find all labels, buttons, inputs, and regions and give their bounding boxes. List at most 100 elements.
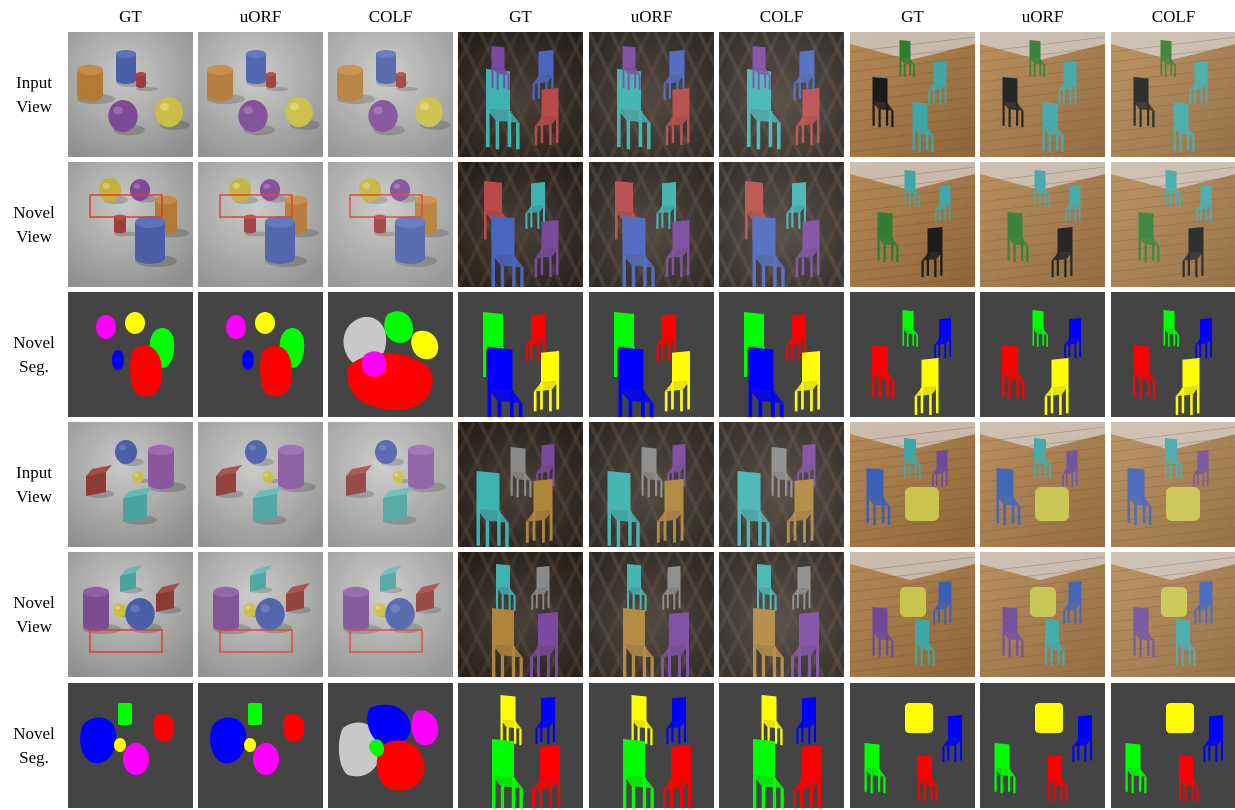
seg-yellow bbox=[631, 695, 653, 746]
floor-pattern bbox=[719, 32, 737, 70]
seg-yellow bbox=[1044, 358, 1069, 415]
figure-cell-clevr-view bbox=[68, 162, 193, 287]
highlight-box bbox=[349, 629, 423, 653]
figure-cell-room-view bbox=[1111, 422, 1235, 547]
gray-chair bbox=[792, 566, 811, 610]
seg-yellow bbox=[114, 738, 126, 752]
figure-cell-clevr-view bbox=[328, 32, 453, 157]
floor-pattern bbox=[458, 32, 476, 70]
row-label-line2: View bbox=[16, 96, 52, 116]
figure-cell-clevr-seg bbox=[198, 683, 323, 808]
seg-blue bbox=[934, 318, 951, 359]
seg-yellow bbox=[244, 738, 256, 752]
row-label-line2: View bbox=[16, 616, 52, 636]
seg-magenta bbox=[123, 743, 149, 775]
green-chair bbox=[1160, 40, 1176, 77]
figure-cell-chairs-view bbox=[719, 552, 844, 677]
floor-pattern bbox=[589, 552, 607, 590]
green-chair bbox=[899, 40, 915, 77]
floor-pattern bbox=[697, 511, 714, 547]
floor-pattern bbox=[719, 162, 737, 200]
teal-chair bbox=[915, 619, 935, 666]
room-wall bbox=[1111, 32, 1235, 60]
floor-plank bbox=[1111, 36, 1235, 53]
floor-plank bbox=[1111, 66, 1235, 83]
floor-plank bbox=[850, 216, 975, 233]
render-blur-overlay bbox=[589, 552, 714, 677]
purple-chair bbox=[536, 444, 555, 488]
floor-pattern bbox=[589, 162, 651, 287]
yellow-armchair bbox=[900, 587, 926, 617]
seg-gray bbox=[338, 722, 381, 777]
seg-green bbox=[1163, 310, 1179, 347]
purple-sphere bbox=[238, 100, 275, 136]
floor-pattern bbox=[589, 32, 607, 70]
floor-plank bbox=[980, 516, 1105, 533]
floor-pattern bbox=[458, 422, 498, 506]
figure-cell-clevr-seg bbox=[68, 292, 193, 417]
render-blur-overlay bbox=[328, 32, 453, 157]
render-blur-overlay bbox=[198, 552, 323, 677]
floor-pattern bbox=[566, 32, 583, 68]
floor-plank bbox=[1111, 626, 1235, 643]
highlight-box bbox=[219, 194, 293, 218]
seg-green bbox=[753, 739, 784, 808]
seg-yellow bbox=[500, 695, 522, 746]
orange-cylinder bbox=[207, 64, 245, 105]
render-blur-overlay bbox=[1111, 422, 1235, 547]
floor-plank bbox=[888, 276, 975, 287]
floor-plank bbox=[850, 226, 975, 243]
black-chair bbox=[872, 77, 894, 128]
row-label-line1: Novel bbox=[13, 202, 55, 222]
floor-plank bbox=[1111, 196, 1235, 213]
figure-cell-room-view bbox=[850, 162, 975, 287]
seg-blue bbox=[1203, 715, 1223, 762]
floor-pattern bbox=[458, 203, 498, 287]
seg-background bbox=[1111, 292, 1235, 417]
seg-yellow bbox=[1035, 703, 1063, 733]
floor-pattern bbox=[566, 121, 583, 157]
blue-chair bbox=[752, 216, 785, 287]
teal-cube bbox=[383, 487, 417, 525]
seg-blue bbox=[942, 715, 962, 762]
floor-plank bbox=[980, 86, 1105, 103]
orange-chair bbox=[492, 608, 523, 677]
row-label-2: Novel Seg. bbox=[0, 331, 68, 379]
red-cube bbox=[346, 465, 374, 498]
seg-blue bbox=[748, 347, 784, 417]
black-chair bbox=[1002, 77, 1024, 128]
yellow-sphere bbox=[228, 178, 258, 204]
floor-plank bbox=[980, 556, 1105, 573]
floor-pattern bbox=[589, 509, 607, 547]
column-header-1: uORF bbox=[239, 7, 282, 26]
floor-pattern bbox=[589, 422, 607, 460]
seg-background bbox=[458, 292, 583, 417]
floor-plank bbox=[850, 626, 975, 643]
seg-blue bbox=[535, 697, 555, 744]
floor-pattern bbox=[589, 249, 607, 287]
seg-red bbox=[376, 740, 425, 791]
purple-chair bbox=[534, 220, 559, 277]
purple-cylinder bbox=[408, 444, 446, 493]
figure-cell-room-seg bbox=[980, 683, 1105, 808]
seg-green bbox=[864, 743, 886, 794]
seg-magenta bbox=[226, 315, 246, 339]
seg-red bbox=[1002, 345, 1025, 399]
small-red-cylinder bbox=[396, 72, 418, 91]
red-cube bbox=[86, 465, 114, 498]
floor-plank bbox=[980, 426, 1105, 443]
floor-plank bbox=[1111, 256, 1235, 273]
teal-cube bbox=[380, 565, 403, 594]
floor-plank bbox=[980, 576, 1105, 593]
floor-pattern bbox=[478, 422, 542, 547]
teal-chair bbox=[928, 61, 947, 105]
room-wall bbox=[850, 552, 975, 580]
blue-sphere bbox=[244, 440, 274, 466]
render-blur-overlay bbox=[719, 162, 844, 287]
floor-pattern bbox=[697, 641, 714, 677]
row-label-line1: Novel bbox=[13, 592, 55, 612]
floor-background bbox=[458, 32, 583, 157]
orange-cylinder bbox=[77, 64, 115, 105]
seg-blue bbox=[1064, 318, 1081, 359]
